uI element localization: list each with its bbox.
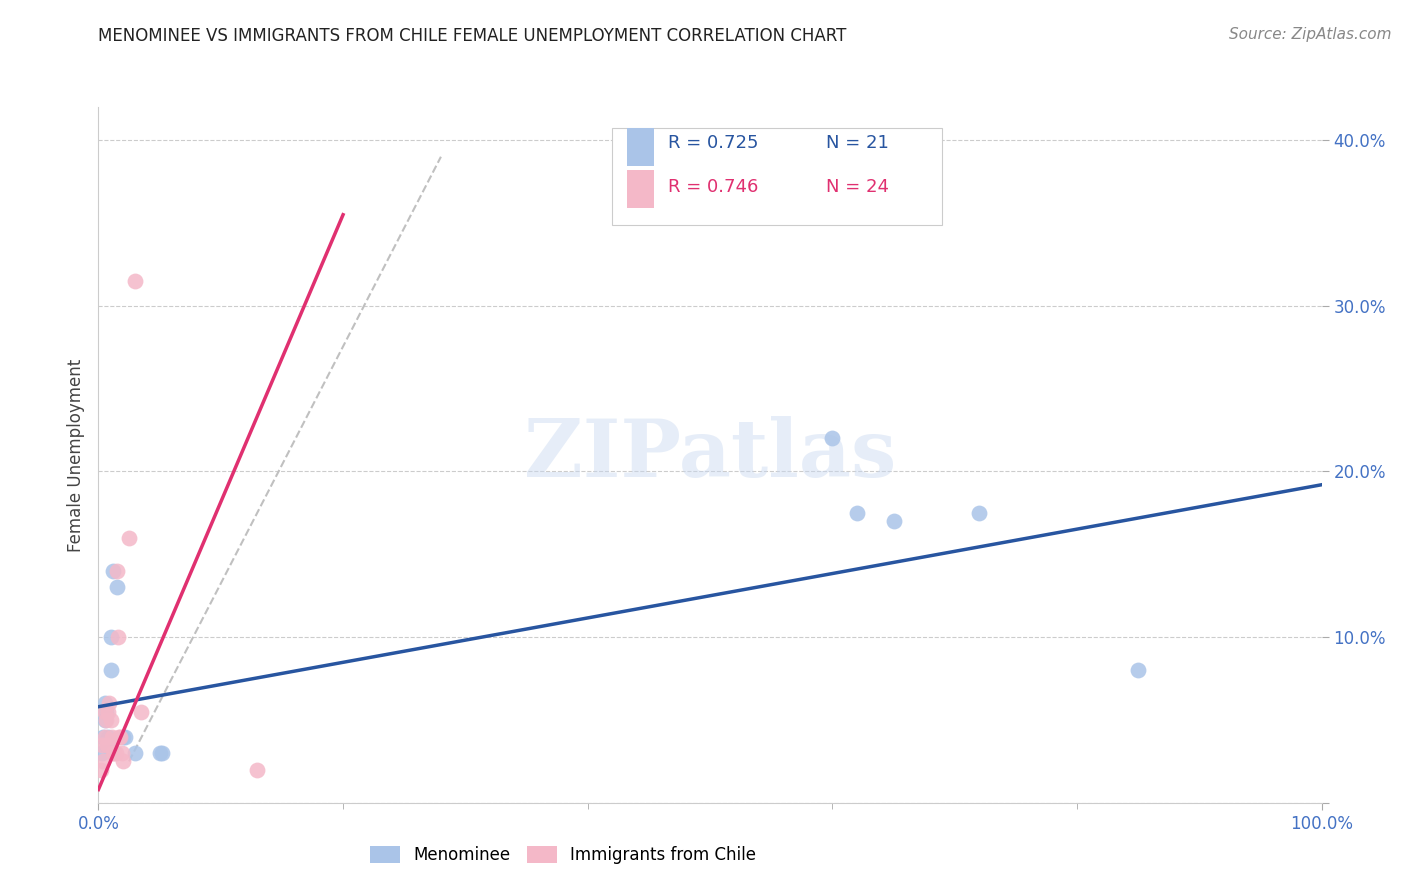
Point — [1128, 663, 1150, 677]
Point — [96, 738, 118, 752]
Point — [97, 730, 120, 744]
Point — [883, 514, 905, 528]
Point — [91, 755, 114, 769]
Point — [100, 630, 122, 644]
Point — [124, 274, 146, 288]
Point — [150, 746, 173, 760]
Point — [114, 730, 136, 744]
Point — [94, 705, 117, 719]
Point — [149, 746, 172, 760]
FancyBboxPatch shape — [612, 128, 942, 226]
Point — [101, 730, 124, 744]
Point — [967, 506, 990, 520]
Text: Source: ZipAtlas.com: Source: ZipAtlas.com — [1229, 27, 1392, 42]
Legend: Menominee, Immigrants from Chile: Menominee, Immigrants from Chile — [363, 839, 763, 871]
Point — [111, 730, 134, 744]
Point — [93, 713, 115, 727]
Point — [246, 763, 269, 777]
Text: N = 24: N = 24 — [827, 178, 889, 196]
Bar — [627, 128, 654, 166]
Point — [103, 746, 125, 760]
Point — [111, 746, 134, 760]
Point — [110, 730, 132, 744]
Bar — [627, 169, 654, 208]
Point — [93, 705, 115, 719]
Point — [91, 730, 114, 744]
Point — [91, 738, 114, 752]
Point — [108, 730, 131, 744]
Point — [104, 746, 127, 760]
Point — [124, 746, 146, 760]
Point — [100, 713, 122, 727]
Point — [93, 730, 115, 744]
Text: MENOMINEE VS IMMIGRANTS FROM CHILE FEMALE UNEMPLOYMENT CORRELATION CHART: MENOMINEE VS IMMIGRANTS FROM CHILE FEMAL… — [98, 27, 846, 45]
Point — [105, 564, 128, 578]
Point — [98, 697, 121, 711]
Point — [101, 746, 124, 760]
Y-axis label: Female Unemployment: Female Unemployment — [66, 359, 84, 551]
Point — [91, 746, 114, 760]
Text: R = 0.746: R = 0.746 — [668, 178, 759, 196]
Point — [97, 705, 120, 719]
Point — [105, 581, 128, 595]
Text: N = 21: N = 21 — [827, 134, 889, 153]
Point — [96, 738, 118, 752]
Point — [129, 705, 152, 719]
Point — [118, 531, 141, 545]
Point — [93, 697, 115, 711]
Text: R = 0.725: R = 0.725 — [668, 134, 759, 153]
Point — [845, 506, 868, 520]
Point — [90, 763, 112, 777]
Point — [100, 663, 122, 677]
Text: ZIPatlas: ZIPatlas — [524, 416, 896, 494]
Point — [821, 431, 844, 445]
Point — [111, 755, 134, 769]
Point — [94, 713, 117, 727]
Point — [101, 564, 124, 578]
Point — [107, 630, 129, 644]
